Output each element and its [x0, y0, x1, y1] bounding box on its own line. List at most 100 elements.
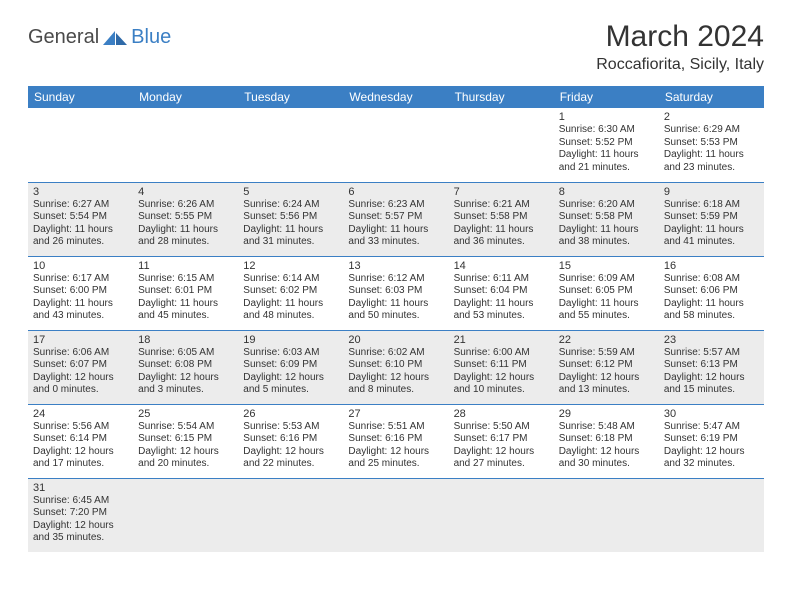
sunrise-text: Sunrise: 6:20 AM	[559, 199, 654, 212]
weekday-header: Wednesday	[343, 86, 448, 108]
day-number: 29	[559, 408, 654, 420]
day-number: 22	[559, 334, 654, 346]
calendar-day-cell: 16Sunrise: 6:08 AMSunset: 6:06 PMDayligh…	[659, 256, 764, 330]
calendar-empty-cell	[659, 478, 764, 552]
day-number: 13	[348, 260, 443, 272]
daylight-text: Daylight: 12 hours and 13 minutes.	[559, 372, 654, 397]
daylight-text: Daylight: 11 hours and 28 minutes.	[138, 224, 233, 249]
day-number: 11	[138, 260, 233, 272]
sunrise-text: Sunrise: 6:06 AM	[33, 347, 128, 360]
calendar-day-cell: 26Sunrise: 5:53 AMSunset: 6:16 PMDayligh…	[238, 404, 343, 478]
daylight-text: Daylight: 11 hours and 55 minutes.	[559, 298, 654, 323]
day-info: Sunrise: 6:06 AMSunset: 6:07 PMDaylight:…	[33, 347, 128, 397]
sunrise-text: Sunrise: 6:21 AM	[454, 199, 549, 212]
day-number: 28	[454, 408, 549, 420]
sunset-text: Sunset: 6:00 PM	[33, 285, 128, 298]
sunset-text: Sunset: 5:56 PM	[243, 211, 338, 224]
day-number: 24	[33, 408, 128, 420]
sunset-text: Sunset: 6:04 PM	[454, 285, 549, 298]
daylight-text: Daylight: 12 hours and 15 minutes.	[664, 372, 759, 397]
sunrise-text: Sunrise: 6:00 AM	[454, 347, 549, 360]
day-number: 14	[454, 260, 549, 272]
daylight-text: Daylight: 12 hours and 8 minutes.	[348, 372, 443, 397]
day-number: 21	[454, 334, 549, 346]
calendar-empty-cell	[238, 478, 343, 552]
calendar-week-row: 3Sunrise: 6:27 AMSunset: 5:54 PMDaylight…	[28, 182, 764, 256]
sunrise-text: Sunrise: 5:48 AM	[559, 421, 654, 434]
sunrise-text: Sunrise: 5:54 AM	[138, 421, 233, 434]
sunset-text: Sunset: 6:06 PM	[664, 285, 759, 298]
calendar-day-cell: 29Sunrise: 5:48 AMSunset: 6:18 PMDayligh…	[554, 404, 659, 478]
daylight-text: Daylight: 12 hours and 32 minutes.	[664, 446, 759, 471]
calendar-day-cell: 28Sunrise: 5:50 AMSunset: 6:17 PMDayligh…	[449, 404, 554, 478]
calendar-day-cell: 25Sunrise: 5:54 AMSunset: 6:15 PMDayligh…	[133, 404, 238, 478]
sunrise-text: Sunrise: 6:45 AM	[33, 495, 128, 508]
day-info: Sunrise: 6:03 AMSunset: 6:09 PMDaylight:…	[243, 347, 338, 397]
calendar-day-cell: 10Sunrise: 6:17 AMSunset: 6:00 PMDayligh…	[28, 256, 133, 330]
sunset-text: Sunset: 6:14 PM	[33, 433, 128, 446]
calendar-day-cell: 22Sunrise: 5:59 AMSunset: 6:12 PMDayligh…	[554, 330, 659, 404]
day-info: Sunrise: 6:00 AMSunset: 6:11 PMDaylight:…	[454, 347, 549, 397]
day-number: 15	[559, 260, 654, 272]
calendar-empty-cell	[554, 478, 659, 552]
day-info: Sunrise: 6:21 AMSunset: 5:58 PMDaylight:…	[454, 199, 549, 249]
calendar-day-cell: 11Sunrise: 6:15 AMSunset: 6:01 PMDayligh…	[133, 256, 238, 330]
calendar-day-cell: 31Sunrise: 6:45 AMSunset: 7:20 PMDayligh…	[28, 478, 133, 552]
calendar-day-cell: 8Sunrise: 6:20 AMSunset: 5:58 PMDaylight…	[554, 182, 659, 256]
weekday-header: Tuesday	[238, 86, 343, 108]
day-number: 23	[664, 334, 759, 346]
calendar-day-cell: 19Sunrise: 6:03 AMSunset: 6:09 PMDayligh…	[238, 330, 343, 404]
daylight-text: Daylight: 11 hours and 31 minutes.	[243, 224, 338, 249]
calendar-day-cell: 3Sunrise: 6:27 AMSunset: 5:54 PMDaylight…	[28, 182, 133, 256]
sunrise-text: Sunrise: 6:08 AM	[664, 273, 759, 286]
calendar-day-cell: 2Sunrise: 6:29 AMSunset: 5:53 PMDaylight…	[659, 108, 764, 182]
daylight-text: Daylight: 12 hours and 10 minutes.	[454, 372, 549, 397]
sunrise-text: Sunrise: 6:17 AM	[33, 273, 128, 286]
day-info: Sunrise: 5:54 AMSunset: 6:15 PMDaylight:…	[138, 421, 233, 471]
weekday-header: Saturday	[659, 86, 764, 108]
sunrise-text: Sunrise: 6:24 AM	[243, 199, 338, 212]
sunrise-text: Sunrise: 6:14 AM	[243, 273, 338, 286]
sunset-text: Sunset: 5:58 PM	[454, 211, 549, 224]
day-number: 5	[243, 186, 338, 198]
calendar-day-cell: 30Sunrise: 5:47 AMSunset: 6:19 PMDayligh…	[659, 404, 764, 478]
day-info: Sunrise: 6:27 AMSunset: 5:54 PMDaylight:…	[33, 199, 128, 249]
day-info: Sunrise: 6:02 AMSunset: 6:10 PMDaylight:…	[348, 347, 443, 397]
daylight-text: Daylight: 12 hours and 30 minutes.	[559, 446, 654, 471]
sunset-text: Sunset: 6:11 PM	[454, 359, 549, 372]
day-number: 6	[348, 186, 443, 198]
sunset-text: Sunset: 6:15 PM	[138, 433, 233, 446]
calendar-table: SundayMondayTuesdayWednesdayThursdayFrid…	[28, 86, 764, 552]
calendar-empty-cell	[449, 478, 554, 552]
day-number: 20	[348, 334, 443, 346]
daylight-text: Daylight: 12 hours and 25 minutes.	[348, 446, 443, 471]
day-number: 30	[664, 408, 759, 420]
sunset-text: Sunset: 5:59 PM	[664, 211, 759, 224]
day-info: Sunrise: 6:26 AMSunset: 5:55 PMDaylight:…	[138, 199, 233, 249]
sunrise-text: Sunrise: 5:50 AM	[454, 421, 549, 434]
day-info: Sunrise: 6:08 AMSunset: 6:06 PMDaylight:…	[664, 273, 759, 323]
sunrise-text: Sunrise: 5:51 AM	[348, 421, 443, 434]
calendar-day-cell: 21Sunrise: 6:00 AMSunset: 6:11 PMDayligh…	[449, 330, 554, 404]
calendar-empty-cell	[133, 108, 238, 182]
calendar-day-cell: 24Sunrise: 5:56 AMSunset: 6:14 PMDayligh…	[28, 404, 133, 478]
sunset-text: Sunset: 6:08 PM	[138, 359, 233, 372]
day-info: Sunrise: 6:09 AMSunset: 6:05 PMDaylight:…	[559, 273, 654, 323]
title-block: March 2024 Roccafiorita, Sicily, Italy	[596, 20, 764, 74]
calendar-day-cell: 20Sunrise: 6:02 AMSunset: 6:10 PMDayligh…	[343, 330, 448, 404]
sunset-text: Sunset: 6:16 PM	[348, 433, 443, 446]
daylight-text: Daylight: 11 hours and 53 minutes.	[454, 298, 549, 323]
day-info: Sunrise: 6:18 AMSunset: 5:59 PMDaylight:…	[664, 199, 759, 249]
calendar-empty-cell	[28, 108, 133, 182]
sunrise-text: Sunrise: 6:18 AM	[664, 199, 759, 212]
sunrise-text: Sunrise: 5:56 AM	[33, 421, 128, 434]
sunrise-text: Sunrise: 6:26 AM	[138, 199, 233, 212]
day-info: Sunrise: 6:15 AMSunset: 6:01 PMDaylight:…	[138, 273, 233, 323]
day-number: 9	[664, 186, 759, 198]
day-number: 8	[559, 186, 654, 198]
sunset-text: Sunset: 5:52 PM	[559, 137, 654, 150]
sunrise-text: Sunrise: 6:30 AM	[559, 124, 654, 137]
calendar-empty-cell	[449, 108, 554, 182]
sunset-text: Sunset: 5:57 PM	[348, 211, 443, 224]
calendar-week-row: 24Sunrise: 5:56 AMSunset: 6:14 PM Dayligh…	[28, 404, 764, 478]
